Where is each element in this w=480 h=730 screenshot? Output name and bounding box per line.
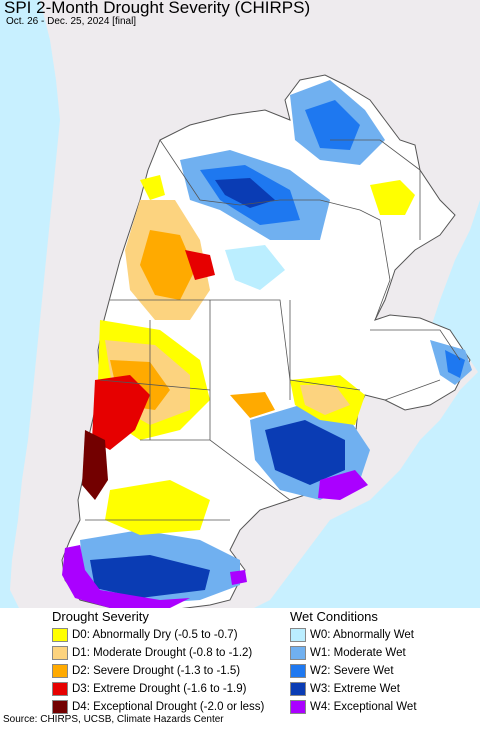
legend-item-d2: D2: Severe Drought (-1.3 to -1.5) xyxy=(52,662,264,680)
wet-area-coast-exceptional xyxy=(318,470,368,500)
legend-swatch xyxy=(52,628,68,642)
legend-item-d0: D0: Abnormally Dry (-0.5 to -0.7) xyxy=(52,626,264,644)
legend-label: D0: Abnormally Dry (-0.5 to -0.7) xyxy=(72,629,238,641)
wet-area-uruguay-core xyxy=(445,350,465,378)
legend-item-d1: D1: Moderate Drought (-0.8 to -1.2) xyxy=(52,644,264,662)
wet-legend: Wet Conditions W0: Abnormally Wet W1: Mo… xyxy=(290,608,417,716)
wet-legend-heading: Wet Conditions xyxy=(290,609,378,624)
legend-label: W1: Moderate Wet xyxy=(310,647,406,659)
legend-label: W2: Severe Wet xyxy=(310,665,394,677)
dry-area-paraguay-east xyxy=(370,180,415,215)
legend-item-w3: W3: Extreme Wet xyxy=(290,680,417,698)
legend-swatch xyxy=(52,682,68,696)
legend-label: D2: Severe Drought (-1.3 to -1.5) xyxy=(72,665,241,677)
source-credit: Source: CHIRPS, UCSB, Climate Hazards Ce… xyxy=(3,714,224,725)
wet-area-tierra-del-fuego xyxy=(230,570,247,585)
map-title: SPI 2-Month Drought Severity (CHIRPS) xyxy=(4,0,311,17)
dry-area-cuyo-extreme xyxy=(92,375,150,450)
borders xyxy=(85,139,461,521)
legend-item-w2: W2: Severe Wet xyxy=(290,662,417,680)
legend-swatch xyxy=(52,700,68,714)
wet-area-patagonia-exceptional xyxy=(62,545,190,608)
wet-area-paraguay-core xyxy=(305,100,360,150)
legend-label: D4: Exceptional Drought (-2.0 or less) xyxy=(72,701,265,713)
legend-swatch xyxy=(52,646,68,660)
map-subtitle: Oct. 26 - Dec. 25, 2024 [final] xyxy=(6,16,137,27)
legend-swatch xyxy=(290,646,306,660)
dry-area-chile-edge xyxy=(140,175,165,200)
legend-swatch xyxy=(52,664,68,678)
legend-item-w4: W4: Exceptional Wet xyxy=(290,698,417,716)
dry-area-andes-north-severe xyxy=(140,230,195,300)
legend-label: D1: Moderate Drought (-0.8 to -1.2) xyxy=(72,647,253,659)
legend-swatch xyxy=(290,664,306,678)
legend-item-d4: D4: Exceptional Drought (-2.0 or less) xyxy=(52,698,264,716)
dry-area-rionegro xyxy=(105,480,210,535)
legend-swatch xyxy=(290,628,306,642)
wet-area-buenos-aires-core xyxy=(265,420,345,485)
legend-item-w0: W0: Abnormally Wet xyxy=(290,626,417,644)
dry-area-andes-north-extreme xyxy=(185,250,215,280)
legend-label: D3: Extreme Drought (-1.6 to -1.9) xyxy=(72,683,247,695)
wet-area-patagonia-core xyxy=(90,555,210,598)
dry-area-pampas-center xyxy=(230,392,275,418)
legend-item-w1: W1: Moderate Wet xyxy=(290,644,417,662)
legend-label: W0: Abnormally Wet xyxy=(310,629,414,641)
drought-map xyxy=(0,0,480,610)
dry-area-pampas-moderate xyxy=(300,385,350,415)
legend-swatch xyxy=(290,682,306,696)
dry-area-cuyo-exceptional xyxy=(82,430,108,500)
wet-area-chaco-extreme xyxy=(215,178,275,208)
drought-legend-heading: Drought Severity xyxy=(52,609,149,624)
legend-item-d3: D3: Extreme Drought (-1.6 to -1.9) xyxy=(52,680,264,698)
legend: Drought Severity D0: Abnormally Dry (-0.… xyxy=(0,608,480,714)
wet-area-north-light xyxy=(225,245,285,290)
legend-label: W4: Exceptional Wet xyxy=(310,701,417,713)
drought-legend: Drought Severity D0: Abnormally Dry (-0.… xyxy=(52,608,264,716)
legend-swatch xyxy=(290,700,306,714)
legend-label: W3: Extreme Wet xyxy=(310,683,400,695)
